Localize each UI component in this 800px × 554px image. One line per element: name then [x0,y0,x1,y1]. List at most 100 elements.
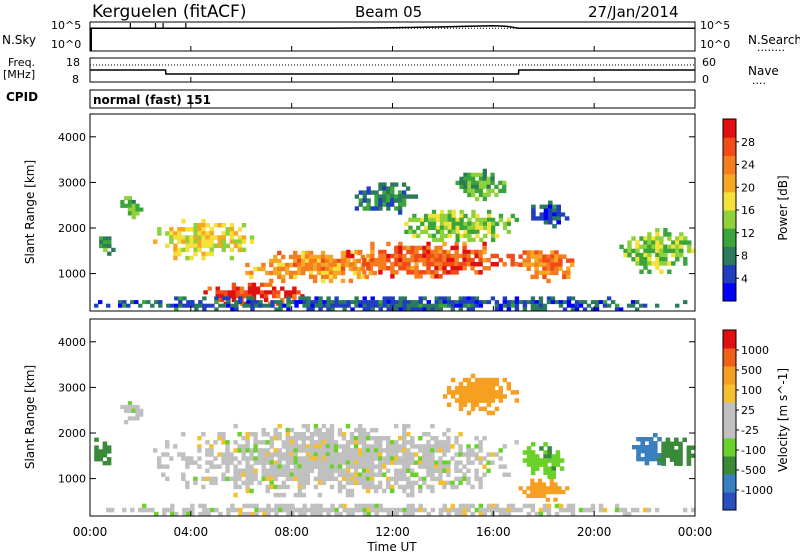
vel-data-cell [386,468,391,473]
power-data-cell [619,244,624,250]
power-data-cell [320,262,326,268]
power-data-cell [201,227,206,232]
vel-data-cell [197,456,202,461]
vel-data-cell [245,484,250,490]
power-data-cell [308,250,314,256]
power-data-cell [209,235,214,240]
power-data-cell [438,253,443,259]
power-data-cell [354,303,359,308]
power-data-cell [548,204,553,209]
power-data-cell [261,262,266,268]
vel-data-cell [502,444,507,449]
power-data-cell [478,270,483,275]
vel-data-cell [349,432,355,437]
power-data-cell [459,213,464,219]
vel-data-cell [301,484,306,490]
power-colorbar-swatch [723,137,736,156]
power-data-cell [518,262,523,267]
power-data-cell [235,294,241,299]
vel-data-cell [486,452,491,457]
vel-data-cell [661,441,666,446]
power-data-cell [602,300,608,305]
vel-data-cell [277,452,282,457]
vel-data-cell [490,460,495,465]
vel-data-cell [478,390,484,395]
vel-data-cell [305,476,311,482]
vel-data-cell [438,464,443,469]
power-data-cell [574,303,580,308]
vel-data-cell [551,458,556,463]
power-data-cell [506,307,512,312]
vel-data-cell [313,456,319,461]
power-data-cell [482,196,487,202]
power-data-cell [103,244,108,249]
power-data-cell [418,274,423,279]
power-heatmap [94,168,696,312]
power-data-cell [197,247,202,253]
power-data-cell [263,294,269,299]
vel-data-cell [530,503,536,509]
power-data-cell [454,270,459,275]
power-data-cell [374,300,379,305]
power-data-cell [370,307,375,312]
power-data-cell [197,235,202,240]
vel-data-cell [309,436,315,441]
power-data-cell [647,252,652,258]
velocity-colorbar-swatch [723,348,736,367]
power-data-cell [251,286,257,291]
vel-data-cell [261,440,266,445]
vel-data-cell [538,511,544,517]
vel-data-cell [309,444,315,449]
vel-data-cell [265,488,270,494]
vel-data-cell [369,472,375,477]
vel-data-cell [345,452,351,457]
power-data-cell [382,257,387,263]
power-data-cell [201,218,206,224]
power-data-cell [430,303,435,308]
vel-data-cell [285,468,290,473]
vel-data-cell [498,511,504,517]
vel-data-cell [478,440,483,445]
power-data-cell [687,248,692,254]
power-data-cell [310,303,315,308]
power-data-cell [197,243,202,248]
velocity-colorbar-swatch [723,492,736,511]
vel-data-cell [661,457,666,462]
vel-data-cell [402,432,407,437]
velocity-colorbar-swatch [723,420,736,439]
vel-data-cell [370,503,375,509]
power-data-cell [398,190,403,195]
vel-data-cell [545,497,550,502]
power-data-cell [467,180,472,186]
vel-data-cell [326,511,331,517]
vel-data-cell [365,444,371,449]
velocity-colorbar-tick-label: -25 [741,424,759,437]
vel-data-cell [526,511,532,517]
power-data-cell [332,258,338,264]
power-data-cell [398,210,403,215]
vel-data-cell [293,432,298,437]
station-title: Kerguelen (fitACF) [92,2,246,22]
power-data-cell [470,296,475,301]
power-data-cell [386,257,391,263]
vel-data-cell [197,464,202,469]
power-data-cell [510,262,515,267]
vel-data-cell [657,457,662,462]
power-data-cell [426,303,431,308]
vel-data-cell [653,449,658,454]
power-data-cell [438,300,443,305]
vel-data-cell [462,476,467,482]
power-data-cell [566,303,572,308]
vel-data-cell [249,468,254,473]
power-data-cell [254,303,259,308]
vel-data-cell [547,474,552,480]
vel-data-cell [535,462,540,467]
vel-data-cell [458,406,464,412]
vel-data-cell [674,441,679,446]
power-data-cell [253,266,258,272]
power-data-cell [348,266,354,272]
power-data-cell [390,300,395,305]
power-data-cell [530,274,535,280]
vel-data-cell [551,474,556,480]
